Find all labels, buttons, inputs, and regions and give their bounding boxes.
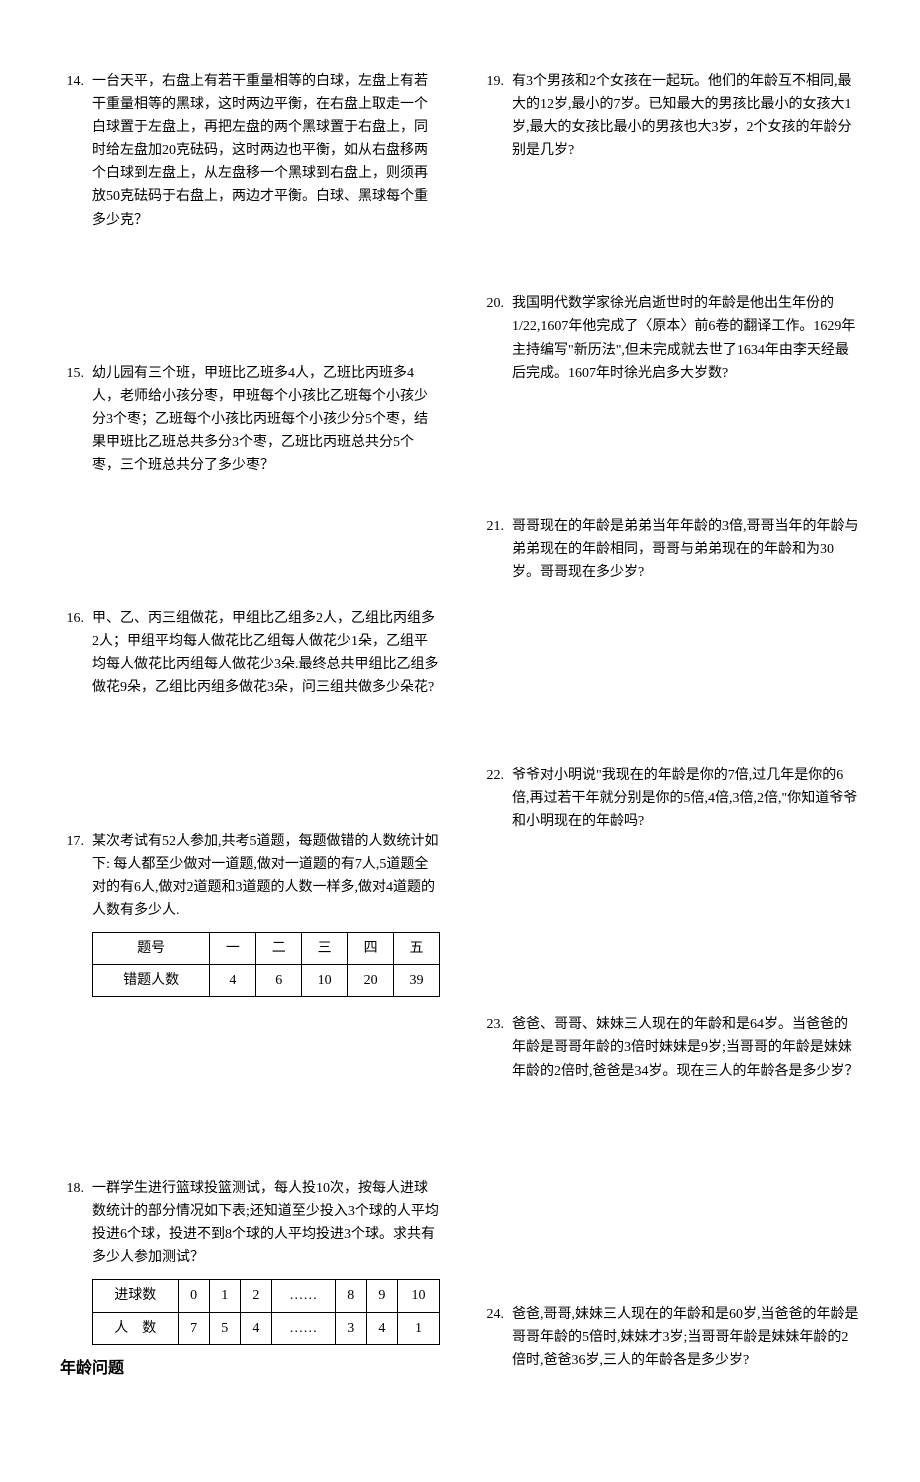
problem-text: 甲、乙、丙三组做花，甲组比乙组多2人，乙组比丙组多2人；甲组平均每人做花比乙组每… [92, 607, 440, 699]
table-header: 三 [302, 932, 348, 964]
table-header: 二 [256, 932, 302, 964]
left-column: 14. 一台天平，右盘上有若干重量相等的白球，左盘上有若干重量相等的黑球，这时两… [60, 70, 440, 1442]
problem-number: 20. [480, 292, 512, 384]
table-cell: 1 [397, 1312, 439, 1344]
problem-text: 幼儿园有三个班，甲班比乙班多4人，乙班比丙班多4人，老师给小孩分枣，甲班每个小孩… [92, 362, 440, 477]
problem-17: 17. 某次考试有52人参加,共考5道题，每题做错的人数统计如下: 每人都至少做… [60, 830, 440, 998]
table-cell: 10 [302, 964, 348, 996]
table-header: 2 [240, 1280, 271, 1312]
problem-number: 22. [480, 764, 512, 833]
problem-23: 23. 爸爸、哥哥、妹妹三人现在的年龄和是64岁。当爸爸的年龄是哥哥年龄的3倍时… [480, 1013, 860, 1082]
table-row-label: 人 数 [93, 1312, 179, 1344]
table-header: 五 [394, 932, 440, 964]
problem-24: 24. 爸爸,哥哥,妹妹三人现在的年龄和是60岁,当爸爸的年龄是哥哥年龄的5倍时… [480, 1303, 860, 1372]
table-header: 四 [348, 932, 394, 964]
problem-body: 某次考试有52人参加,共考5道题，每题做错的人数统计如下: 每人都至少做对一道题… [92, 830, 440, 998]
problem-number: 17. [60, 830, 92, 998]
problem-14: 14. 一台天平，右盘上有若干重量相等的白球，左盘上有若干重量相等的黑球，这时两… [60, 70, 440, 232]
problem-22: 22. 爷爷对小明说"我现在的年龄是你的7倍,过几年是你的6倍,再过若干年就分别… [480, 764, 860, 833]
section-title: 年龄问题 [60, 1355, 440, 1382]
problem-text: 爷爷对小明说"我现在的年龄是你的7倍,过几年是你的6倍,再过若干年就分别是你的5… [512, 764, 860, 833]
problem-text: 某次考试有52人参加,共考5道题，每题做错的人数统计如下: 每人都至少做对一道题… [92, 830, 440, 922]
table-header: 8 [335, 1280, 366, 1312]
table-cell: 4 [240, 1312, 271, 1344]
problem-16: 16. 甲、乙、丙三组做花，甲组比乙组多2人，乙组比丙组多2人；甲组平均每人做花… [60, 607, 440, 699]
problem-number: 19. [480, 70, 512, 162]
table-header: …… [271, 1280, 335, 1312]
table-cell: 4 [210, 964, 256, 996]
table-cell: 39 [394, 964, 440, 996]
table-17: 题号 一 二 三 四 五 错题人数 4 6 10 20 39 [92, 932, 440, 997]
problem-number: 23. [480, 1013, 512, 1082]
table-header: 10 [397, 1280, 439, 1312]
problem-text: 我国明代数学家徐光启逝世时的年龄是他出生年份的1/22,1607年他完成了〈原本… [512, 292, 860, 384]
table-cell: 3 [335, 1312, 366, 1344]
table-cell: 20 [348, 964, 394, 996]
problem-text: 爸爸、哥哥、妹妹三人现在的年龄和是64岁。当爸爸的年龄是哥哥年龄的3倍时妹妹是9… [512, 1013, 860, 1082]
problem-15: 15. 幼儿园有三个班，甲班比乙班多4人，乙班比丙班多4人，老师给小孩分枣，甲班… [60, 362, 440, 477]
problem-text: 一台天平，右盘上有若干重量相等的白球，左盘上有若干重量相等的黑球，这时两边平衡，… [92, 70, 440, 232]
problem-20: 20. 我国明代数学家徐光启逝世时的年龄是他出生年份的1/22,1607年他完成… [480, 292, 860, 384]
problem-21: 21. 哥哥现在的年龄是弟弟当年年龄的3倍,哥哥当年的年龄与弟弟现在的年龄相同，… [480, 515, 860, 584]
table-header: 9 [366, 1280, 397, 1312]
right-column: 19. 有3个男孩和2个女孩在一起玩。他们的年龄互不相同,最大的12岁,最小的7… [480, 70, 860, 1442]
table-18: 进球数 0 1 2 …… 8 9 10 人 数 7 5 4 …… [92, 1279, 440, 1344]
table-cell: 5 [209, 1312, 240, 1344]
problem-text: 一群学生进行篮球投篮测试，每人投10次，按每人进球数统计的部分情况如下表;还知道… [92, 1177, 440, 1269]
problem-text: 哥哥现在的年龄是弟弟当年年龄的3倍,哥哥当年的年龄与弟弟现在的年龄相同，哥哥与弟… [512, 515, 860, 584]
problem-18: 18. 一群学生进行篮球投篮测试，每人投10次，按每人进球数统计的部分情况如下表… [60, 1177, 440, 1345]
problem-number: 14. [60, 70, 92, 232]
page-columns: 14. 一台天平，右盘上有若干重量相等的白球，左盘上有若干重量相等的黑球，这时两… [60, 70, 860, 1442]
problem-number: 18. [60, 1177, 92, 1345]
table-header-label: 进球数 [93, 1280, 179, 1312]
table-row-label: 错题人数 [93, 964, 210, 996]
table-cell: …… [271, 1312, 335, 1344]
table-header-label: 题号 [93, 932, 210, 964]
table-header: 1 [209, 1280, 240, 1312]
problem-text: 有3个男孩和2个女孩在一起玩。他们的年龄互不相同,最大的12岁,最小的7岁。已知… [512, 70, 860, 162]
problem-text: 爸爸,哥哥,妹妹三人现在的年龄和是60岁,当爸爸的年龄是哥哥年龄的5倍时,妹妹才… [512, 1303, 860, 1372]
problem-number: 24. [480, 1303, 512, 1372]
problem-number: 15. [60, 362, 92, 477]
table-cell: 7 [178, 1312, 209, 1344]
table-header: 0 [178, 1280, 209, 1312]
problem-number: 21. [480, 515, 512, 584]
table-header: 一 [210, 932, 256, 964]
table-cell: 6 [256, 964, 302, 996]
problem-number: 16. [60, 607, 92, 699]
problem-19: 19. 有3个男孩和2个女孩在一起玩。他们的年龄互不相同,最大的12岁,最小的7… [480, 70, 860, 162]
table-cell: 4 [366, 1312, 397, 1344]
problem-body: 一群学生进行篮球投篮测试，每人投10次，按每人进球数统计的部分情况如下表;还知道… [92, 1177, 440, 1345]
